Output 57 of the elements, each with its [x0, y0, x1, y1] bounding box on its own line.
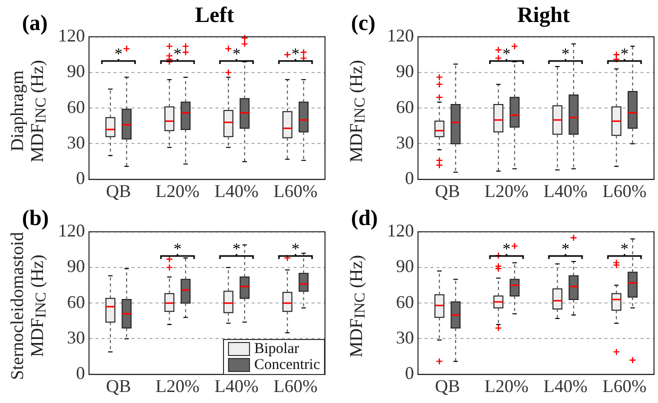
- x-tick-label: QB: [106, 376, 132, 396]
- y-tick-label: 30: [67, 327, 85, 348]
- x-tick-label: L60%: [274, 180, 318, 201]
- x-tick-label: L60%: [602, 180, 646, 201]
- y-tick-label: 120: [58, 26, 85, 46]
- annotation: *: [292, 46, 300, 64]
- y-tick-label: 120: [58, 220, 85, 241]
- annotation: *: [502, 46, 510, 64]
- legend-label: Bipolar: [254, 341, 300, 357]
- x-tick-label: L40%: [214, 376, 258, 396]
- annotation: *: [232, 241, 240, 258]
- y-tick-label: 30: [67, 132, 85, 152]
- annotation: *: [620, 46, 628, 64]
- annotation: *: [174, 241, 182, 258]
- text: (b): [22, 205, 49, 231]
- annotation: *: [292, 241, 300, 258]
- annotation: *: [502, 241, 510, 258]
- y-tick-label: 90: [396, 256, 414, 276]
- legend-label: Concentric: [254, 357, 320, 373]
- x-tick-label: QB: [106, 180, 132, 201]
- y-tick-label: 0: [405, 168, 414, 188]
- y-tick-label: 60: [396, 292, 414, 312]
- x-tick-label: QB: [434, 376, 460, 396]
- y-tick-label: 60: [67, 96, 85, 117]
- text: (c): [351, 10, 376, 36]
- y-tick-label: 120: [387, 26, 414, 46]
- chart-title: Left: [194, 2, 236, 28]
- y-tick-label: 60: [67, 292, 85, 312]
- x-tick-label: L60%: [602, 376, 646, 396]
- annotation: *: [114, 46, 122, 64]
- y-tick-label: 30: [396, 132, 414, 152]
- x-tick-label: QB: [434, 180, 460, 201]
- y-tick-label: 120: [387, 220, 414, 241]
- y-tick-label: 90: [396, 61, 414, 82]
- annotation: *: [562, 241, 570, 258]
- x-tick-label: L40%: [544, 180, 588, 201]
- text: (d): [351, 205, 378, 231]
- y-tick-label: 0: [76, 168, 85, 188]
- y-tick-label: 30: [396, 327, 414, 348]
- annotation: *: [562, 46, 570, 64]
- y-tick-label: 90: [67, 61, 85, 82]
- annotation: *: [174, 46, 182, 64]
- y-tick-label: 0: [405, 363, 414, 384]
- text: (a): [22, 10, 48, 36]
- y-tick-label: 60: [396, 96, 414, 117]
- x-tick-label: L40%: [544, 376, 588, 396]
- x-tick-label: L20%: [156, 376, 200, 396]
- y-tick-label: 90: [67, 256, 85, 276]
- annotation: *: [620, 241, 628, 258]
- x-tick-label: L40%: [214, 180, 258, 201]
- x-tick-label: L20%: [484, 376, 528, 396]
- y-tick-label: 0: [76, 363, 85, 384]
- x-tick-label: L60%: [274, 376, 318, 396]
- x-tick-label: L20%: [156, 180, 200, 201]
- x-tick-label: L20%: [484, 180, 528, 201]
- chart-title: Right: [516, 2, 571, 28]
- annotation: *: [232, 46, 240, 64]
